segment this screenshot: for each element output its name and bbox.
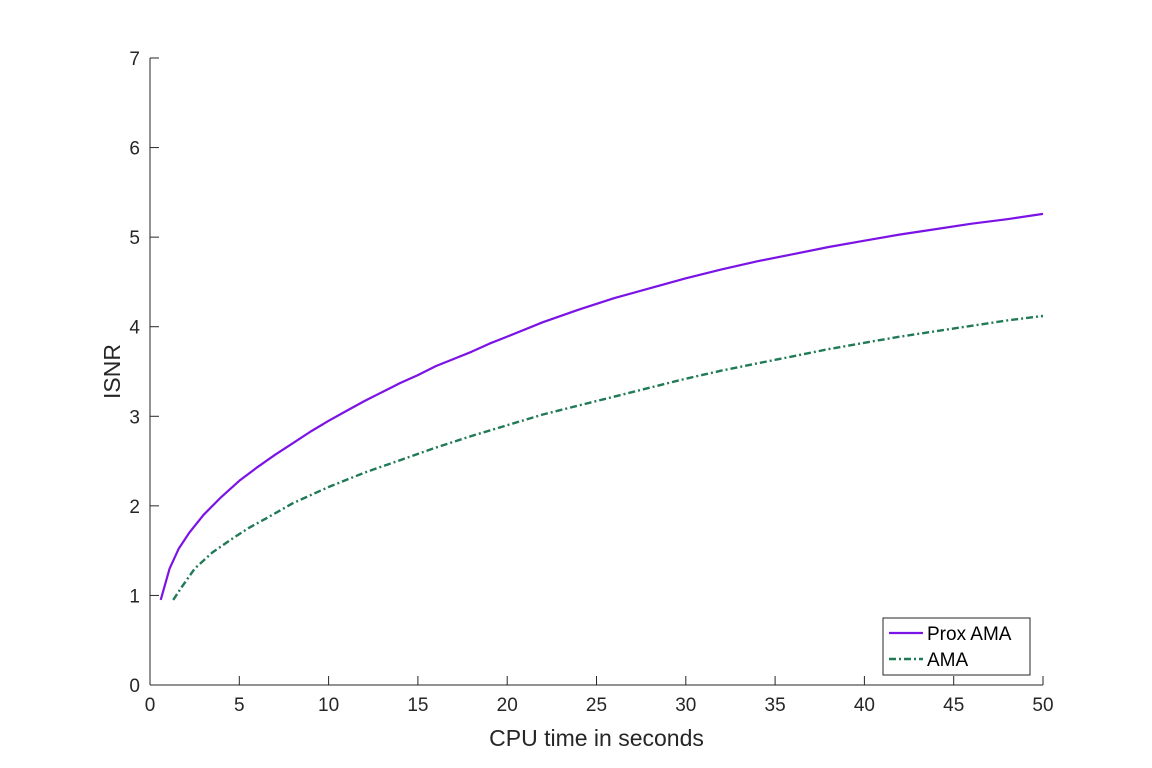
legend-label-0: Prox AMA	[927, 624, 1012, 645]
series-line-1	[172, 314, 1044, 601]
x-tick-label: 25	[586, 695, 607, 716]
series-layer	[159, 212, 1044, 601]
y-tick-label: 1	[129, 586, 140, 607]
x-tick-label: 45	[943, 695, 964, 716]
x-tick-label: 30	[675, 695, 696, 716]
series-line-0	[159, 212, 1044, 601]
y-tick-label: 5	[129, 228, 140, 249]
y-axis-label: ISNR	[99, 344, 125, 399]
x-tick-label: 15	[407, 695, 428, 716]
x-tick-label: 0	[145, 695, 156, 716]
x-tick-label: 50	[1032, 695, 1053, 716]
x-tick-label: 10	[318, 695, 339, 716]
y-tick-label: 0	[129, 676, 140, 697]
y-tick-label: 4	[129, 318, 140, 339]
y-tick-label: 7	[129, 49, 140, 70]
y-tick-label: 3	[129, 407, 140, 428]
x-tick-label: 5	[234, 695, 245, 716]
y-tick-label: 2	[129, 497, 140, 518]
legend-label-1: AMA	[927, 650, 969, 671]
legend: Prox AMA AMA	[882, 617, 1031, 676]
legend-box	[882, 617, 1031, 676]
y-tick-label: 6	[129, 139, 140, 160]
x-tick-label: 40	[854, 695, 875, 716]
x-tick-label: 20	[497, 695, 518, 716]
x-tick-label: 35	[765, 695, 786, 716]
x-axis-label: CPU time in seconds	[489, 725, 704, 751]
